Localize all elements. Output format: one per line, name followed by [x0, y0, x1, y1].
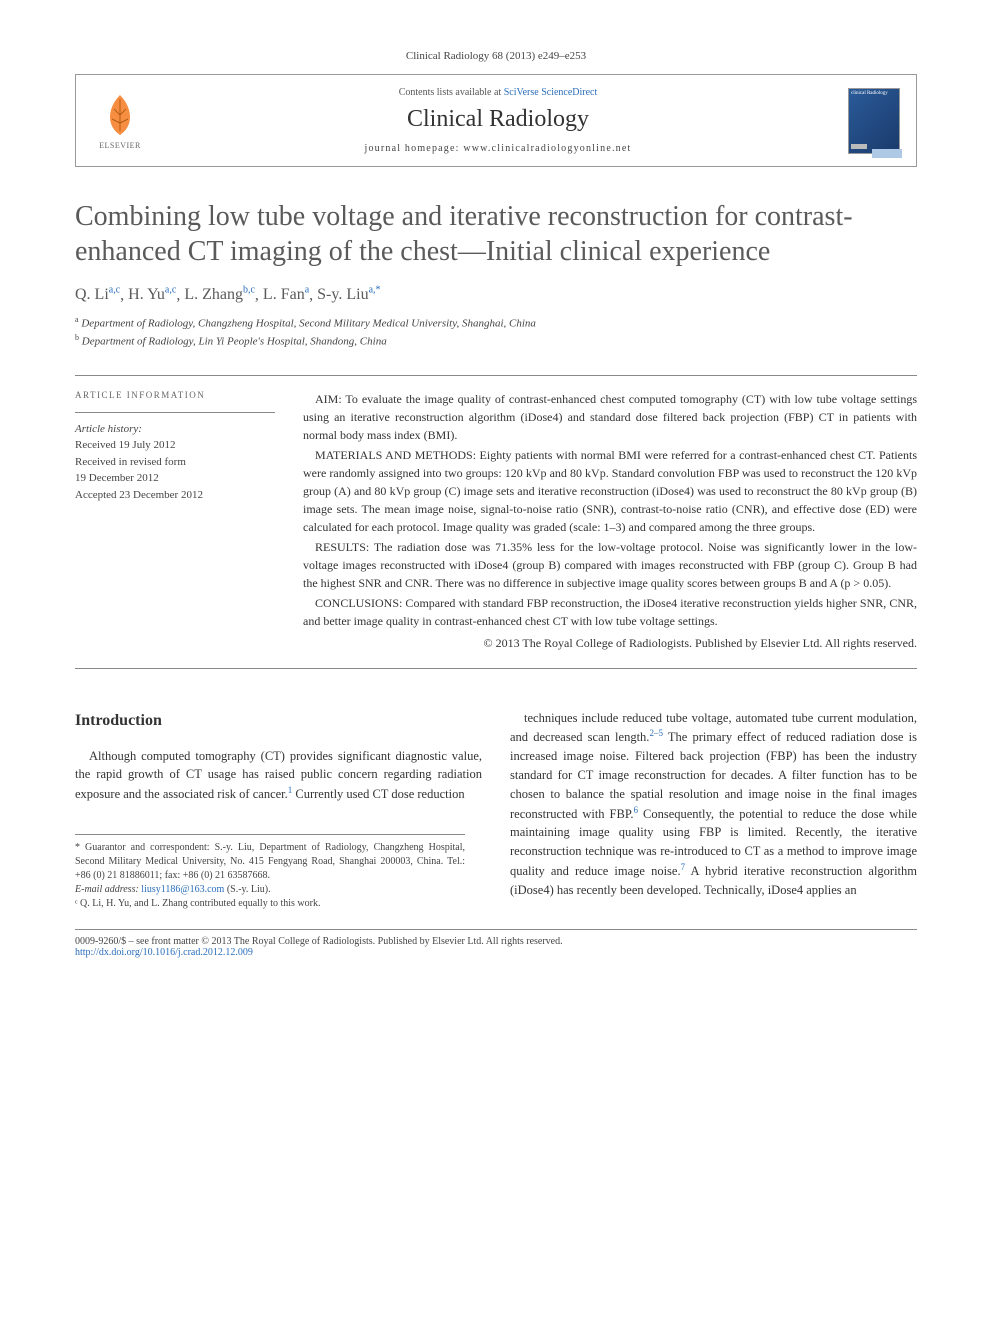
abstract-conclusions: CONCLUSIONS: Compared with standard FBP …: [303, 594, 917, 630]
ref-link[interactable]: 1: [288, 785, 293, 795]
footer: 0009-9260/$ – see front matter © 2013 Th…: [75, 929, 917, 958]
journal-name: Clinical Radiology: [166, 106, 830, 133]
cover-badge: [851, 144, 867, 149]
author-list: Q. Lia,c, H. Yua,c, L. Zhangb,c, L. Fana…: [75, 285, 917, 304]
info-heading: ARTICLE INFORMATION: [75, 390, 275, 400]
abstract-results: RESULTS: The radiation dose was 71.35% l…: [303, 538, 917, 592]
journal-homepage: journal homepage: www.clinicalradiologyo…: [166, 143, 830, 154]
abstract-copyright: © 2013 The Royal College of Radiologists…: [303, 634, 917, 652]
email-suffix: (S.-y. Liu).: [224, 884, 270, 895]
contents-prefix: Contents lists available at: [399, 87, 504, 98]
article-page: Clinical Radiology 68 (2013) e249–e253 E…: [0, 0, 992, 1008]
journal-cover-thumb[interactable]: clinical Radiology: [848, 88, 900, 154]
body-col-left: Introduction Although computed tomograph…: [75, 709, 482, 911]
homepage-prefix: journal homepage:: [365, 143, 464, 154]
guarantor-note: * Guarantor and correspondent: S.-y. Liu…: [75, 841, 465, 883]
ref-link[interactable]: 7: [681, 862, 686, 872]
abstract-aim: AIM: To evaluate the image quality of co…: [303, 390, 917, 444]
affiliation: a Department of Radiology, Changzheng Ho…: [75, 314, 917, 332]
intro-heading: Introduction: [75, 709, 482, 733]
ref-link[interactable]: 2–5: [649, 728, 663, 738]
affiliations: a Department of Radiology, Changzheng Ho…: [75, 314, 917, 350]
journal-citation: Clinical Radiology 68 (2013) e249–e253: [75, 50, 917, 62]
corresponding-email[interactable]: liusy1186@163.com: [141, 884, 224, 895]
elsevier-tree-icon: [96, 91, 144, 139]
received-date: Received 19 July 2012: [75, 437, 275, 454]
body-col-right: techniques include reduced tube voltage,…: [510, 709, 917, 911]
contributed-note: ᶜ Q. Li, H. Yu, and L. Zhang contributed…: [75, 897, 465, 911]
affiliation: b Department of Radiology, Lin Yi People…: [75, 332, 917, 350]
email-label: E-mail address:: [75, 884, 141, 895]
elsevier-label: ELSEVIER: [99, 141, 141, 150]
abstract: AIM: To evaluate the image quality of co…: [303, 390, 917, 654]
doi-link[interactable]: http://dx.doi.org/10.1016/j.crad.2012.12…: [75, 947, 253, 958]
author: L. Fana: [263, 286, 309, 303]
journal-header: ELSEVIER Contents lists available at Sci…: [75, 74, 917, 167]
abstract-materials: MATERIALS AND METHODS: Eighty patients w…: [303, 446, 917, 536]
ref-link[interactable]: 6: [634, 805, 639, 815]
history-label: Article history:: [75, 421, 275, 438]
email-line: E-mail address: liusy1186@163.com (S.-y.…: [75, 883, 465, 897]
author: Q. Lia,c: [75, 286, 120, 303]
article-history: Article history: Received 19 July 2012 R…: [75, 412, 275, 504]
author: H. Yua,c: [128, 286, 176, 303]
crossmark-badge[interactable]: [872, 149, 902, 158]
author: L. Zhangb,c: [184, 286, 255, 303]
revised-date-2: 19 December 2012: [75, 470, 275, 487]
header-center: Contents lists available at SciVerse Sci…: [166, 87, 830, 154]
elsevier-logo[interactable]: ELSEVIER: [92, 89, 148, 153]
author: S-y. Liua,*: [317, 286, 380, 303]
contents-available: Contents lists available at SciVerse Sci…: [166, 87, 830, 98]
homepage-url: www.clinicalradiologyonline.net: [463, 143, 631, 154]
info-abstract-row: ARTICLE INFORMATION Article history: Rec…: [75, 375, 917, 669]
revised-date-1: Received in revised form: [75, 454, 275, 471]
body-columns: Introduction Although computed tomograph…: [75, 709, 917, 911]
article-title: Combining low tube voltage and iterative…: [75, 199, 917, 269]
cover-label: clinical Radiology: [851, 91, 897, 96]
article-info: ARTICLE INFORMATION Article history: Rec…: [75, 390, 275, 654]
front-matter: 0009-9260/$ – see front matter © 2013 Th…: [75, 936, 917, 947]
intro-para-2: techniques include reduced tube voltage,…: [510, 709, 917, 900]
accepted-date: Accepted 23 December 2012: [75, 487, 275, 504]
footnotes: * Guarantor and correspondent: S.-y. Liu…: [75, 834, 465, 911]
sciencedirect-link[interactable]: SciVerse ScienceDirect: [504, 87, 598, 98]
intro-para-1: Although computed tomography (CT) provid…: [75, 747, 482, 804]
